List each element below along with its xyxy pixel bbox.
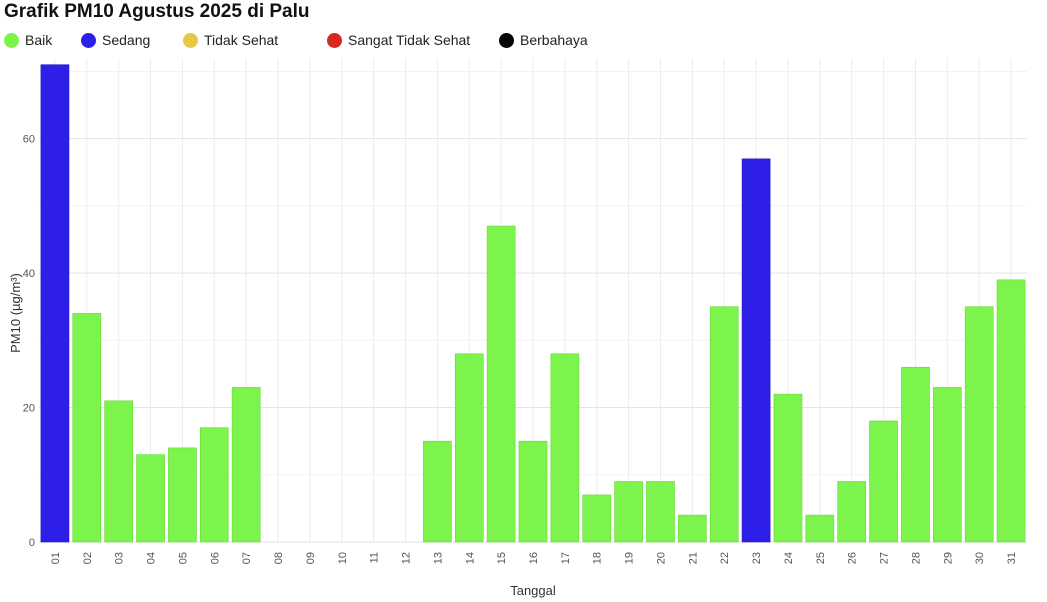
legend-item-sedang: Sedang xyxy=(81,30,150,50)
x-tick-label: 08 xyxy=(273,552,285,564)
x-tick-label: 28 xyxy=(910,552,922,564)
bar-30 xyxy=(964,306,994,543)
bar-24 xyxy=(773,393,803,543)
x-tick-label: 20 xyxy=(655,552,667,564)
x-tick-label: 09 xyxy=(305,552,317,564)
x-tick-label: 22 xyxy=(719,552,731,564)
legend-swatch-tidak-sehat xyxy=(183,32,198,48)
y-tick-label: 60 xyxy=(23,134,35,146)
x-tick-label: 17 xyxy=(560,552,572,564)
x-tick-label: 05 xyxy=(177,552,189,564)
bar-02 xyxy=(72,313,102,543)
x-tick-label: 10 xyxy=(337,552,349,564)
bar-29 xyxy=(932,387,962,543)
x-tick-label: 13 xyxy=(432,552,444,564)
y-tick-label: 40 xyxy=(23,268,35,280)
bar-23 xyxy=(741,158,771,543)
legend-swatch-sedang xyxy=(81,32,96,48)
bar-15 xyxy=(486,225,516,543)
legend-item-baik: Baik xyxy=(4,30,52,50)
x-tick-label: 18 xyxy=(592,552,604,564)
bar-17 xyxy=(550,353,580,543)
bar-21 xyxy=(678,514,707,543)
x-tick-label: 24 xyxy=(783,552,795,564)
legend: Baik Sedang Tidak Sehat Sangat Tidak Seh… xyxy=(0,30,1047,50)
x-tick-label: 27 xyxy=(879,552,891,564)
x-axis-ticks: 01 02 03 04 05 06 07 08 09 10 11 12 13 14 15 16 17 18 19 20… xyxy=(50,552,1018,564)
x-tick-label: 07 xyxy=(241,552,253,564)
x-tick-label: 31 xyxy=(1006,552,1018,564)
x-tick-label: 29 xyxy=(942,552,954,564)
x-tick-label: 06 xyxy=(209,552,221,564)
bar-13 xyxy=(423,440,452,543)
x-tick-label: 25 xyxy=(815,552,827,564)
bar-26 xyxy=(837,481,867,543)
bar-07 xyxy=(231,387,261,543)
legend-swatch-sangat-tidak-sehat xyxy=(327,32,342,48)
bar-20 xyxy=(646,481,675,543)
y-axis-title: PM10 (µg/m³) xyxy=(8,273,23,353)
x-tick-label: 11 xyxy=(369,552,381,563)
x-tick-label: 26 xyxy=(847,552,859,564)
bar-19 xyxy=(614,481,643,543)
legend-label-sedang: Sedang xyxy=(102,32,151,48)
legend-label-berbahaya: Berbahaya xyxy=(520,32,588,48)
grid xyxy=(39,58,1027,543)
bar-01 xyxy=(40,64,70,543)
x-tick-label: 14 xyxy=(464,552,476,564)
chart-title: Grafik PM10 Agustus 2025 di Palu xyxy=(4,1,310,22)
bar-28 xyxy=(901,366,930,543)
x-tick-label: 03 xyxy=(114,552,126,564)
legend-label-baik: Baik xyxy=(25,32,53,48)
x-tick-label: 01 xyxy=(50,552,62,564)
legend-item-sangat-tidak-sehat: Sangat Tidak Sehat xyxy=(327,30,470,50)
bar-03 xyxy=(104,400,134,543)
y-axis-ticks: 0 20 40 60 xyxy=(23,134,35,549)
legend-swatch-berbahaya xyxy=(499,32,514,48)
x-tick-label: 23 xyxy=(751,552,763,564)
x-tick-label: 19 xyxy=(624,552,636,564)
bar-31 xyxy=(996,279,1026,543)
x-tick-label: 02 xyxy=(82,552,94,564)
legend-swatch-baik xyxy=(4,32,19,48)
bar-06 xyxy=(199,427,229,543)
bars xyxy=(40,64,1026,543)
bar-18 xyxy=(582,494,612,543)
bar-27 xyxy=(869,420,898,543)
x-tick-label: 30 xyxy=(974,552,986,564)
legend-item-berbahaya: Berbahaya xyxy=(499,30,588,50)
x-tick-label: 16 xyxy=(528,552,540,564)
x-tick-label: 04 xyxy=(146,552,158,564)
legend-item-tidak-sehat: Tidak Sehat xyxy=(183,30,278,50)
bar-25 xyxy=(805,514,835,543)
x-axis-title: Tanggal xyxy=(510,583,556,598)
legend-label-tidak-sehat: Tidak Sehat xyxy=(204,32,279,48)
bar-14 xyxy=(454,353,484,543)
x-tick-label: 21 xyxy=(687,552,699,564)
legend-label-sangat-tidak-sehat: Sangat Tidak Sehat xyxy=(348,32,471,48)
y-tick-label: 0 xyxy=(29,537,35,549)
y-tick-label: 20 xyxy=(23,403,35,415)
x-tick-label: 12 xyxy=(401,552,413,564)
bar-22 xyxy=(709,306,739,543)
bar-04 xyxy=(136,454,165,543)
x-tick-label: 15 xyxy=(496,552,508,564)
bar-16 xyxy=(518,440,548,543)
bar-05 xyxy=(168,447,197,543)
